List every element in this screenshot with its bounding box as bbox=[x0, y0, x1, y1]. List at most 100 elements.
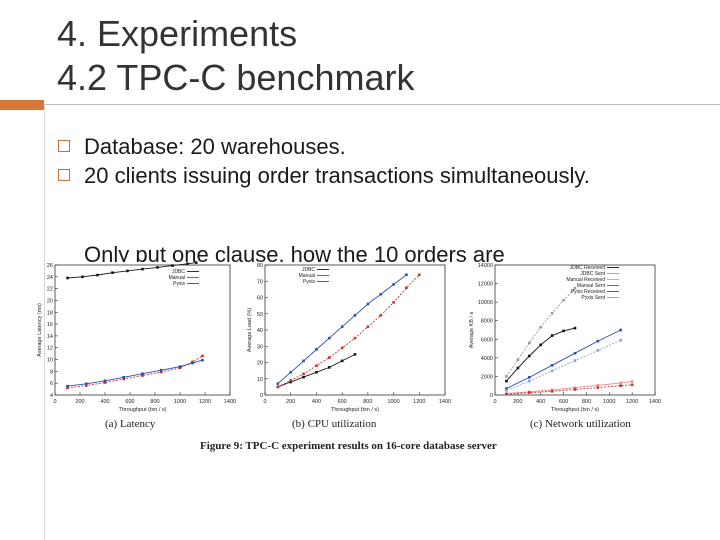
x-tick-label: 1000 bbox=[174, 399, 186, 405]
data-point bbox=[379, 314, 383, 317]
data-point bbox=[619, 338, 623, 342]
data-point bbox=[178, 365, 182, 368]
y-tick-label: 4000 bbox=[481, 356, 493, 362]
left-divider bbox=[44, 104, 45, 540]
data-point bbox=[201, 354, 204, 358]
data-point bbox=[340, 325, 344, 329]
bullet-box-icon bbox=[58, 169, 70, 181]
data-point bbox=[289, 380, 293, 384]
x-tick-label: 200 bbox=[286, 399, 295, 405]
data-point bbox=[66, 384, 69, 388]
data-point bbox=[596, 339, 600, 343]
data-point bbox=[315, 364, 318, 368]
bullet-list: Database: 20 warehouses. 20 clients issu… bbox=[58, 132, 698, 190]
data-point bbox=[141, 372, 144, 376]
series-line bbox=[506, 327, 576, 382]
data-point bbox=[201, 358, 204, 362]
legend-label: JDBC bbox=[172, 269, 185, 275]
x-tick-label: 400 bbox=[536, 399, 545, 405]
y-tick-label: 10000 bbox=[478, 300, 493, 306]
y-tick-label: 22 bbox=[47, 287, 53, 293]
x-tick-label: 600 bbox=[559, 399, 568, 405]
bullet-item: Database: 20 warehouses. bbox=[58, 132, 698, 161]
data-point bbox=[573, 386, 577, 389]
bullet-text: Database: 20 warehouses. bbox=[84, 134, 346, 159]
data-point bbox=[527, 376, 531, 379]
data-point bbox=[66, 386, 69, 390]
partial-bullet: Only put one clause, how the 10 orders a… bbox=[58, 240, 698, 262]
x-tick-label: 800 bbox=[150, 399, 159, 405]
data-point bbox=[159, 370, 163, 374]
data-point bbox=[619, 381, 623, 385]
data-point bbox=[111, 271, 114, 274]
y-tick-label: 10 bbox=[47, 358, 53, 364]
data-point bbox=[315, 348, 318, 351]
y-tick-label: 80 bbox=[257, 263, 263, 269]
data-point bbox=[302, 359, 305, 363]
data-point bbox=[353, 336, 357, 340]
x-tick-label: 400 bbox=[312, 399, 321, 405]
data-point bbox=[126, 269, 129, 273]
y-tick-label: 8 bbox=[50, 369, 53, 375]
subcaption-a: (a) Latency bbox=[105, 418, 156, 430]
data-point bbox=[550, 389, 554, 393]
title-line-1: 4. Experiments bbox=[57, 13, 298, 54]
data-point bbox=[302, 375, 305, 379]
y-tick-label: 20 bbox=[47, 298, 53, 304]
data-point bbox=[122, 377, 126, 381]
data-point bbox=[327, 366, 331, 369]
x-tick-label: 200 bbox=[75, 399, 84, 405]
data-point bbox=[573, 286, 577, 290]
x-tick-label: 1000 bbox=[387, 399, 399, 405]
data-point bbox=[417, 273, 421, 277]
x-tick-label: 0 bbox=[53, 399, 56, 405]
data-point bbox=[379, 292, 383, 296]
y-axis-label: Average Latency (ms) bbox=[37, 303, 43, 357]
y-tick-label: 0 bbox=[490, 393, 493, 399]
x-tick-label: 1200 bbox=[626, 399, 638, 405]
legend-label: Manual Sent bbox=[577, 283, 606, 289]
data-point bbox=[191, 361, 194, 365]
series-line bbox=[506, 329, 621, 389]
data-point bbox=[141, 374, 144, 377]
data-point bbox=[550, 311, 554, 315]
legend-label: Manual bbox=[299, 273, 315, 279]
data-point bbox=[505, 375, 508, 378]
slide-title: 4. Experiments 4.2 TPC-C benchmark bbox=[57, 12, 414, 100]
y-tick-label: 4 bbox=[50, 393, 53, 399]
data-point bbox=[505, 389, 508, 392]
data-point bbox=[156, 266, 159, 269]
series-line bbox=[277, 274, 420, 388]
y-tick-label: 10 bbox=[257, 377, 263, 383]
data-point bbox=[103, 381, 107, 384]
data-point bbox=[619, 384, 623, 388]
data-point bbox=[194, 261, 198, 264]
data-point bbox=[516, 358, 520, 362]
x-tick-label: 1400 bbox=[439, 399, 451, 405]
x-tick-label: 0 bbox=[263, 399, 266, 405]
data-point bbox=[573, 388, 577, 391]
data-point bbox=[302, 372, 305, 376]
data-point bbox=[276, 385, 280, 389]
data-point bbox=[516, 366, 520, 370]
x-tick-label: 600 bbox=[338, 399, 347, 405]
y-tick-label: 40 bbox=[257, 328, 263, 334]
x-tick-label: 800 bbox=[582, 399, 591, 405]
data-point bbox=[353, 353, 357, 356]
data-point bbox=[630, 383, 634, 387]
data-point bbox=[550, 388, 554, 392]
data-point bbox=[596, 349, 600, 352]
data-point bbox=[315, 370, 318, 374]
data-point bbox=[630, 380, 634, 383]
subcaption-b: (b) CPU utilization bbox=[292, 418, 377, 430]
data-point bbox=[573, 326, 577, 330]
y-tick-label: 26 bbox=[47, 263, 53, 269]
data-point bbox=[527, 354, 531, 358]
data-point bbox=[562, 329, 565, 333]
data-point bbox=[562, 298, 565, 302]
series-line bbox=[506, 339, 621, 391]
data-point bbox=[96, 273, 99, 277]
title-line-2: 4.2 TPC-C benchmark bbox=[57, 57, 415, 98]
data-point bbox=[392, 301, 395, 304]
data-point bbox=[103, 379, 107, 383]
